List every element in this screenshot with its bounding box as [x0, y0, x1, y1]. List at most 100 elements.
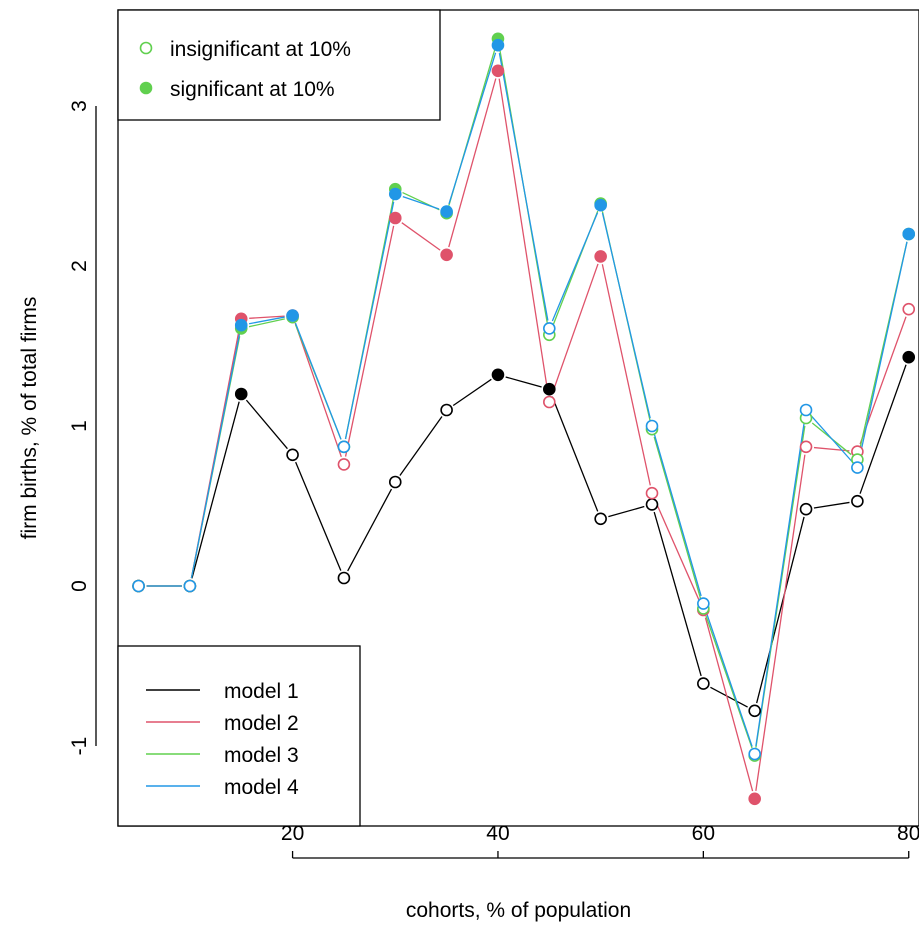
series-line-segment: [448, 78, 497, 248]
data-point: [388, 187, 402, 201]
series-line-segment: [705, 610, 753, 747]
series-line-segment: [448, 52, 497, 205]
series-line-segment: [810, 415, 853, 463]
legend-label: significant at 10%: [170, 78, 335, 101]
series-line-segment: [705, 615, 753, 749]
y-tick-label: -1: [68, 737, 91, 756]
series-line-segment: [498, 78, 549, 395]
data-point: [543, 395, 556, 409]
series-line-segment: [295, 461, 342, 571]
data-point: [748, 792, 761, 806]
series-line-segment: [294, 322, 342, 440]
series-line-segment: [401, 222, 441, 251]
data-point: [799, 403, 813, 417]
data-point: [440, 403, 453, 417]
data-point: [337, 458, 351, 471]
series-line-segment: [344, 201, 395, 440]
y-tick-label: 2: [68, 260, 91, 272]
series-line-segment: [755, 417, 806, 747]
axes: 20 40 60 80 -1 0 1 2 3 cohorts, % of population fi…: [18, 9, 919, 922]
series-line-segment: [505, 376, 542, 388]
series-line-segment: [402, 195, 440, 210]
series-line-segment: [551, 396, 599, 512]
x-tick-label: 40: [486, 822, 509, 845]
legend-marker: [139, 41, 153, 55]
series-line-segment: [498, 52, 549, 321]
legend-label: model 4: [224, 776, 299, 799]
data-point: [337, 571, 351, 585]
data-point: [594, 250, 607, 263]
data-point: [645, 486, 659, 500]
series-legend-box: [117, 645, 361, 827]
data-point: [902, 227, 916, 241]
series-line-segment: [249, 315, 285, 319]
data-point: [851, 461, 864, 474]
series-line-segment: [344, 225, 395, 457]
data-point: [594, 198, 607, 212]
data-point: [337, 440, 351, 454]
series-line-segment: [551, 212, 599, 322]
data-point: [440, 248, 453, 262]
data-point: [748, 704, 761, 718]
x-tick-label: 80: [897, 822, 919, 845]
series-points: [132, 32, 916, 806]
series-line-segment: [551, 263, 599, 395]
series-line-segment: [859, 364, 907, 494]
data-point: [132, 579, 145, 593]
data-point: [799, 502, 813, 516]
y-tick-label: 0: [68, 580, 91, 592]
data-point: [594, 512, 607, 526]
data-point: [491, 368, 505, 382]
data-point: [697, 677, 710, 690]
data-point: [286, 448, 299, 462]
series-line-segment: [704, 617, 754, 792]
series-line-segment: [347, 488, 393, 572]
data-point: [234, 387, 248, 401]
data-point: [183, 579, 197, 593]
data-point: [543, 322, 556, 335]
data-point: [440, 205, 453, 218]
data-point: [388, 475, 402, 489]
legend-label: model 2: [224, 712, 299, 735]
x-axis-title: cohorts, % of population: [406, 899, 631, 922]
legend-marker: [139, 81, 153, 95]
series-line-segment: [756, 516, 805, 704]
series-line-segment: [654, 500, 701, 603]
series-line-segment: [653, 436, 702, 601]
series-line-segment: [190, 332, 241, 579]
series-line-segment: [248, 318, 285, 328]
legends: insignificant at 10% significant at 10% mo…: [117, 9, 441, 827]
marker-legend-box: [117, 9, 441, 121]
series-line-segment: [294, 322, 342, 458]
data-point: [799, 440, 813, 454]
legend-label: model 3: [224, 744, 299, 767]
data-point: [234, 318, 248, 332]
series-line-segment: [191, 401, 240, 579]
y-axis-title: firm births, % of total firms: [18, 297, 41, 540]
series-line-segment: [755, 454, 806, 791]
series-line-segment: [813, 446, 850, 452]
series-line-segment: [399, 416, 443, 476]
series-line-segment: [601, 264, 651, 486]
series-lines: [146, 46, 908, 792]
series-line-segment: [858, 241, 908, 460]
series-line-segment: [245, 399, 288, 450]
series-line-segment: [813, 501, 850, 509]
series-line-segment: [653, 433, 702, 597]
data-point: [286, 309, 299, 322]
series-line-segment: [608, 505, 645, 518]
legend-label: insignificant at 10%: [170, 38, 351, 61]
data-point: [645, 419, 659, 433]
data-point: [388, 211, 402, 225]
data-point: [543, 382, 556, 396]
legend-label: model 1: [224, 680, 299, 703]
x-tick-label: 20: [281, 822, 304, 845]
series-line-segment: [248, 316, 285, 325]
y-tick-label: 1: [68, 420, 91, 432]
data-point: [902, 350, 916, 364]
y-tick-label: 3: [68, 100, 91, 112]
data-point: [645, 498, 659, 511]
data-point: [902, 302, 916, 316]
data-point: [851, 494, 864, 508]
